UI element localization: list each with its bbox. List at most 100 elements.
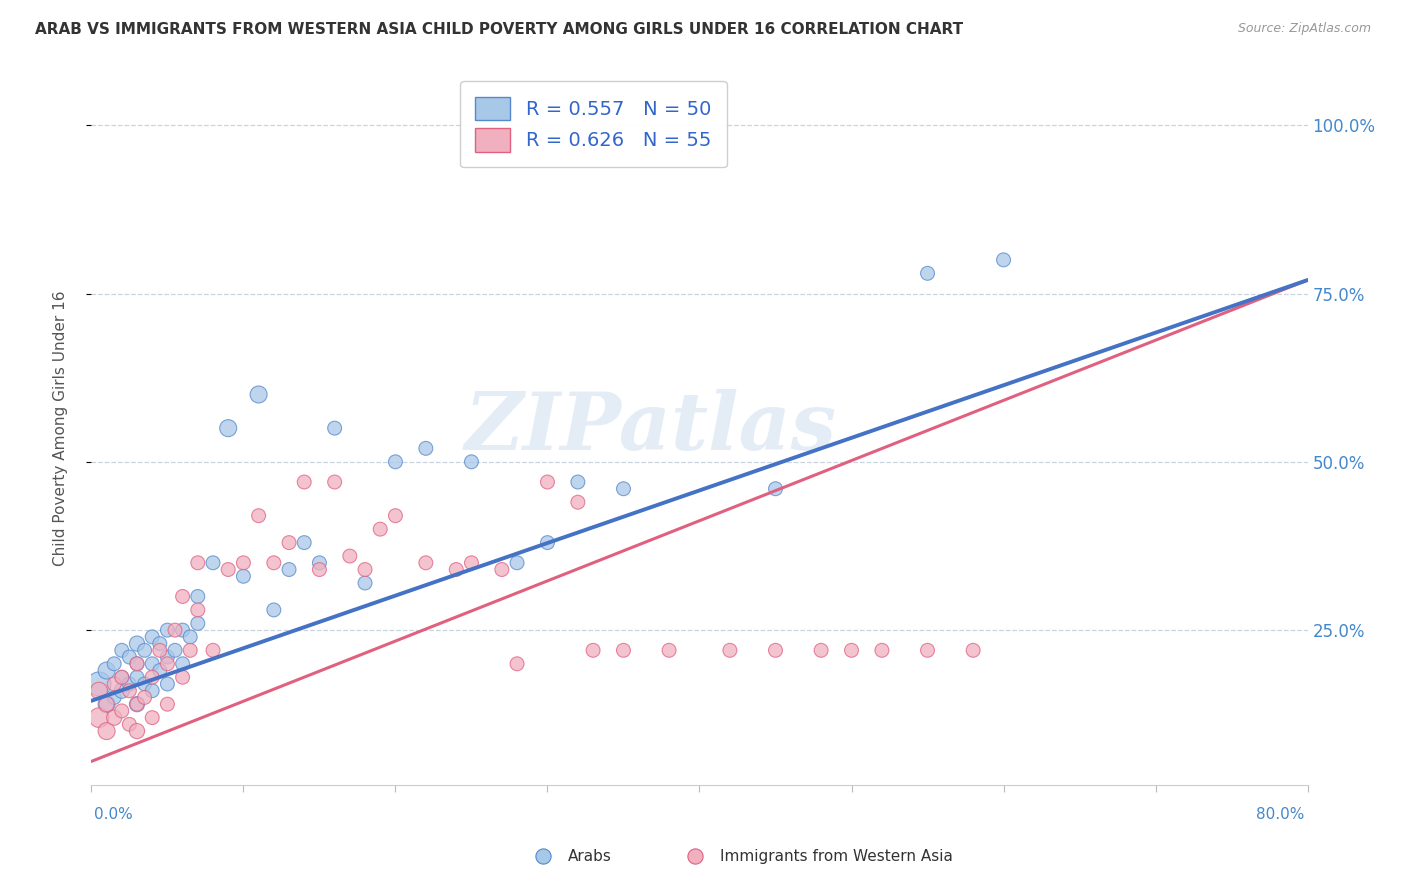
Point <box>187 616 209 631</box>
Point <box>278 562 301 576</box>
Point <box>111 643 134 657</box>
Point <box>125 724 148 739</box>
Point <box>683 849 706 863</box>
Point <box>111 670 134 684</box>
Point <box>125 697 148 711</box>
Point <box>149 643 172 657</box>
Point <box>187 603 209 617</box>
Point <box>103 711 125 725</box>
Point <box>506 556 529 570</box>
Point <box>134 643 156 657</box>
Point <box>149 664 172 678</box>
Point <box>125 657 148 671</box>
Point <box>134 677 156 691</box>
Point <box>536 475 558 489</box>
Point <box>111 683 134 698</box>
Point <box>444 562 467 576</box>
Point <box>460 455 482 469</box>
Point <box>187 556 209 570</box>
Point <box>247 508 270 523</box>
Point <box>179 643 201 657</box>
Point <box>125 697 148 711</box>
Point <box>103 690 125 705</box>
Point <box>125 670 148 684</box>
Point <box>292 535 315 549</box>
Point <box>111 670 134 684</box>
Point <box>179 630 201 644</box>
Point <box>172 590 194 604</box>
Point <box>141 630 163 644</box>
Point <box>612 482 634 496</box>
Text: Immigrants from Western Asia: Immigrants from Western Asia <box>720 849 953 863</box>
Point <box>87 677 110 691</box>
Point <box>187 590 209 604</box>
Text: 80.0%: 80.0% <box>1257 807 1305 822</box>
Point <box>156 657 179 671</box>
Point <box>118 683 141 698</box>
Point <box>163 623 186 637</box>
Point <box>96 724 118 739</box>
Point <box>217 421 239 435</box>
Point <box>765 482 787 496</box>
Point <box>567 475 589 489</box>
Point <box>506 657 529 671</box>
Point <box>308 556 330 570</box>
Point <box>962 643 984 657</box>
Point <box>263 556 285 570</box>
Point <box>172 623 194 637</box>
Point <box>217 562 239 576</box>
Point <box>582 643 605 657</box>
Point <box>917 643 939 657</box>
Point <box>415 442 437 456</box>
Point <box>263 603 285 617</box>
Point <box>536 535 558 549</box>
Point <box>118 717 141 731</box>
Point <box>156 650 179 665</box>
Point <box>96 697 118 711</box>
Point <box>96 664 118 678</box>
Point <box>172 670 194 684</box>
Point <box>141 711 163 725</box>
Point <box>156 623 179 637</box>
Point <box>810 643 832 657</box>
Legend: R = 0.557   N = 50, R = 0.626   N = 55: R = 0.557 N = 50, R = 0.626 N = 55 <box>460 81 727 168</box>
Point <box>156 697 179 711</box>
Point <box>870 643 893 657</box>
Point <box>141 683 163 698</box>
Point <box>247 387 270 401</box>
Point <box>323 421 346 435</box>
Text: 0.0%: 0.0% <box>94 807 134 822</box>
Text: Arabs: Arabs <box>568 849 612 863</box>
Point <box>278 535 301 549</box>
Point <box>96 697 118 711</box>
Point <box>172 657 194 671</box>
Point <box>354 576 377 591</box>
Point <box>339 549 361 563</box>
Point <box>308 562 330 576</box>
Point <box>841 643 863 657</box>
Point <box>718 643 741 657</box>
Point <box>384 455 406 469</box>
Point <box>87 711 110 725</box>
Point <box>125 637 148 651</box>
Y-axis label: Child Poverty Among Girls Under 16: Child Poverty Among Girls Under 16 <box>53 291 67 566</box>
Point <box>531 849 554 863</box>
Point <box>917 266 939 280</box>
Point <box>118 650 141 665</box>
Point <box>118 677 141 691</box>
Point <box>368 522 391 536</box>
Point <box>163 643 186 657</box>
Point <box>323 475 346 489</box>
Point <box>232 556 254 570</box>
Point <box>384 508 406 523</box>
Point <box>491 562 513 576</box>
Text: ARAB VS IMMIGRANTS FROM WESTERN ASIA CHILD POVERTY AMONG GIRLS UNDER 16 CORRELAT: ARAB VS IMMIGRANTS FROM WESTERN ASIA CHI… <box>35 22 963 37</box>
Point <box>612 643 634 657</box>
Point <box>87 683 110 698</box>
Point <box>103 657 125 671</box>
Point <box>125 657 148 671</box>
Point <box>232 569 254 583</box>
Point <box>202 643 225 657</box>
Point <box>354 562 377 576</box>
Point <box>460 556 482 570</box>
